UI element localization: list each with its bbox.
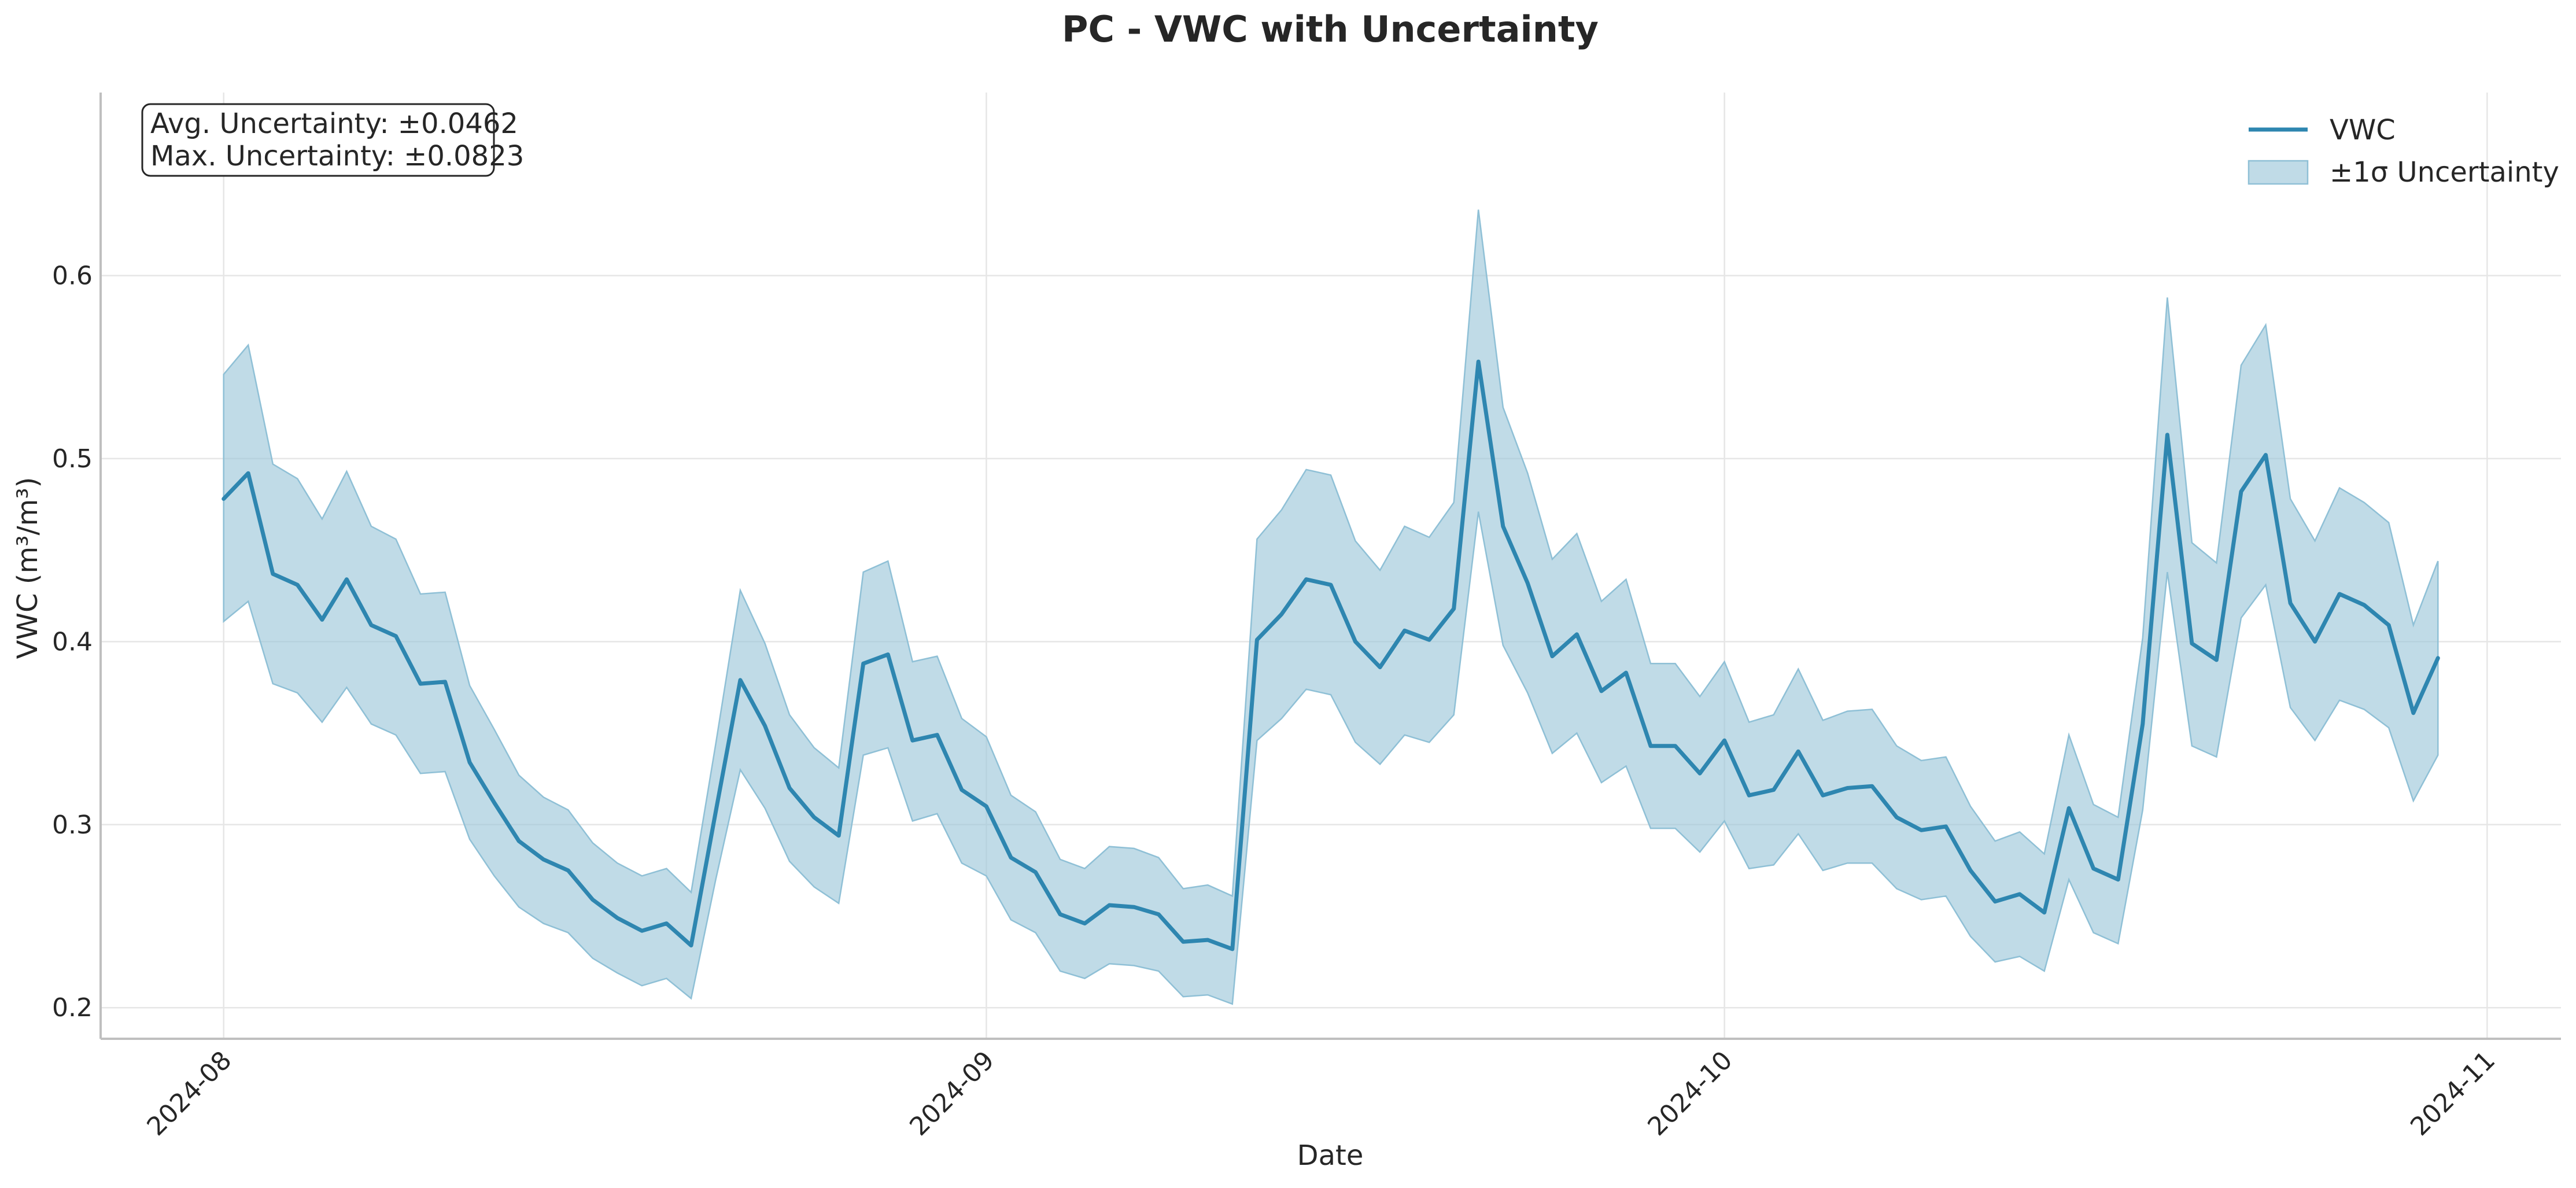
x-axis-label: Date [1297,1139,1364,1172]
uncertainty-annotation: Avg. Uncertainty: ±0.0462 Max. Uncertain… [141,103,524,177]
legend-uncertainty-label: ±1σ Uncertainty [2330,156,2559,189]
y-tick-label: 0.5 [52,444,93,474]
annotation-max: Max. Uncertainty: ±0.0823 [150,140,524,172]
chart-title: PC - VWC with Uncertainty [1062,8,1599,50]
legend: VWC ±1σ Uncertainty [2247,114,2559,189]
legend-vwc-label: VWC [2330,114,2396,146]
y-tick-label: 0.3 [52,810,93,840]
y-axis-label: VWC (m³/m³) [12,477,44,659]
y-tick-label: 0.4 [52,627,93,656]
annotation-box [141,103,495,177]
y-tick-labels: 0.2 0.3 0.4 0.5 0.6 [52,261,93,1023]
y-tick-label: 0.2 [52,993,93,1023]
legend-uncertainty-swatch [2247,160,2309,185]
uncertainty-band-group [223,209,2439,1005]
uncertainty-band [223,209,2439,1005]
y-tick-label: 0.6 [52,261,93,290]
vwc-line [222,359,2440,951]
annotation-avg: Avg. Uncertainty: ±0.0462 [150,108,518,140]
vwc-line-group [222,359,2440,951]
